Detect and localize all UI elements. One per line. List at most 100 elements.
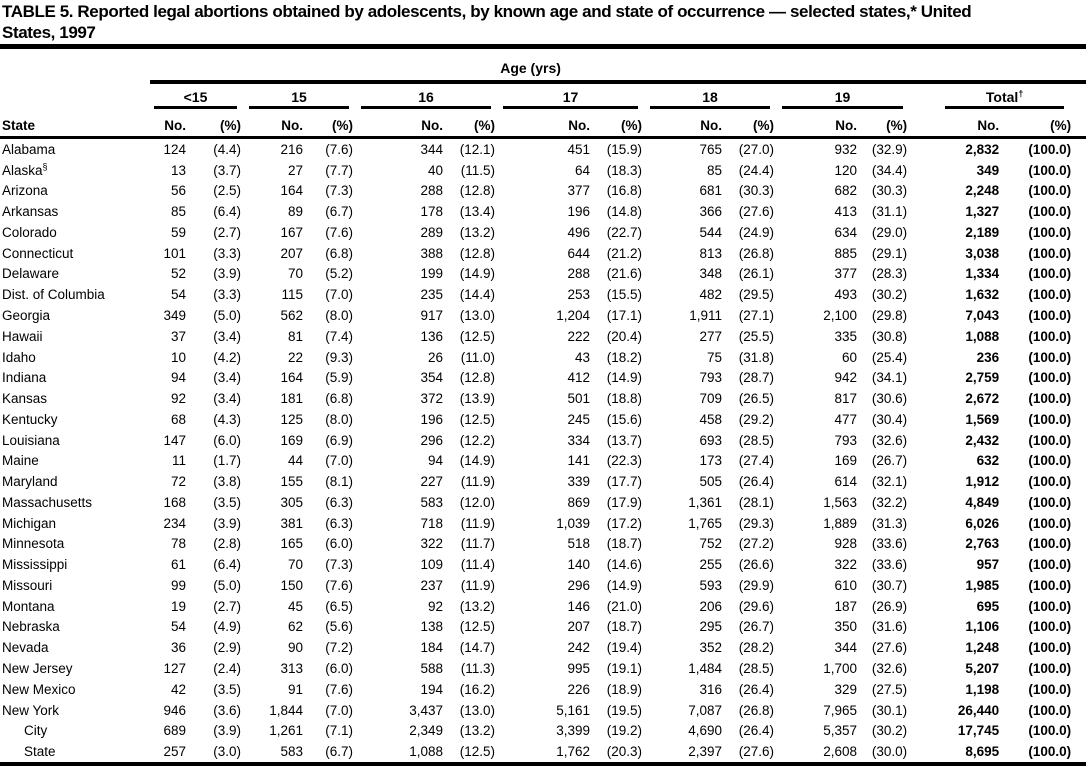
no-cell: 13 <box>170 162 186 178</box>
total-no-cell: 695 <box>976 598 1000 614</box>
no-cell: 52 <box>170 266 186 282</box>
state-cell: City <box>24 723 48 739</box>
pct-cell: (15.5) <box>606 287 642 303</box>
no-cell: 147 <box>163 432 186 448</box>
total-pct-cell: (100.0) <box>1028 266 1072 282</box>
pct-cell: (5.2) <box>325 266 353 282</box>
pct-cell: (29.6) <box>738 598 774 614</box>
pct-cell: (18.9) <box>606 681 642 697</box>
no-cell: 793 <box>834 432 857 448</box>
no-cell: 2,397 <box>688 744 722 760</box>
no-cell: 56 <box>170 183 186 199</box>
total-pct-cell: (100.0) <box>1028 287 1072 303</box>
pct-cell: (13.0) <box>459 308 495 323</box>
pct-cell: (26.6) <box>738 557 774 573</box>
no-cell: 7,965 <box>823 702 857 718</box>
pct-cell: (26.4) <box>738 681 774 697</box>
pct-cell: (6.5) <box>325 598 353 614</box>
pct-cell: (7.1) <box>325 723 353 739</box>
pct-cell: (24.4) <box>738 162 774 178</box>
pct-cell: (25.4) <box>871 349 908 365</box>
pct-cell: (28.7) <box>738 370 774 386</box>
no-cell: 164 <box>280 370 303 386</box>
table-row: Mississippi 61 (6.4) 70 (7.3) 109 (11.4) 140 (14… <box>0 554 1086 575</box>
pct-cell: (25.5) <box>738 328 774 344</box>
no-cell: 501 <box>567 391 590 407</box>
no-cell: 352 <box>699 640 722 656</box>
no-cell: 235 <box>420 287 443 303</box>
pct-cell: (14.9) <box>606 577 642 593</box>
no-cell: 995 <box>567 661 590 677</box>
pct-cell: (8.1) <box>325 474 353 490</box>
age-group-18: 18 <box>646 82 778 109</box>
pct-cell: (4.2) <box>213 349 241 365</box>
no-cell: 11 <box>171 453 186 469</box>
no-cell: 167 <box>280 224 303 240</box>
age-spanner-row: Age (yrs) <box>0 49 1086 84</box>
pct-cell: (6.8) <box>325 391 353 407</box>
no-cell: 562 <box>280 308 303 323</box>
pct-cell: (29.1) <box>871 245 908 261</box>
state-cell: Kansas <box>2 391 48 407</box>
no-cell: 493 <box>834 287 857 303</box>
no-header: No. <box>778 109 861 139</box>
table-row: Alabama 124 (4.4) 216 (7.6) 344 (12.1) 451 (15.9… <box>0 138 1086 160</box>
no-cell: 196 <box>567 204 590 220</box>
no-cell: 115 <box>281 287 303 303</box>
pct-cell: (34.4) <box>871 162 908 178</box>
pct-cell: (2.8) <box>213 536 241 552</box>
no-cell: 101 <box>163 245 186 261</box>
no-cell: 296 <box>420 432 443 448</box>
pct-cell: (21.6) <box>606 266 642 282</box>
state-cell: Maryland <box>2 474 58 490</box>
pct-header: (%) <box>307 109 357 139</box>
pct-cell: (12.8) <box>459 370 495 386</box>
pct-cell: (12.5) <box>459 328 495 344</box>
no-cell: 4,690 <box>688 723 722 739</box>
subheader-row: State No. (%) No. (%) No. (%) No. (%) No… <box>0 109 1086 139</box>
no-cell: 451 <box>567 141 590 157</box>
state-cell: Kentucky <box>2 411 58 427</box>
pct-cell: (6.4) <box>213 204 241 220</box>
no-cell: 196 <box>420 411 443 427</box>
no-cell: 1,204 <box>556 308 590 323</box>
state-cell: Michigan <box>2 515 57 531</box>
pct-cell: (21.2) <box>606 245 642 261</box>
pct-cell: (27.5) <box>871 681 908 697</box>
total-pct-cell: (100.0) <box>1028 536 1072 552</box>
pct-cell: (18.7) <box>606 619 642 635</box>
table-row: New Mexico 42 (3.5) 91 (7.6) 194 (16.2) 226 (18.… <box>0 679 1086 700</box>
table-row: Michigan 234 (3.9) 381 (6.3) 718 (11.9) 1,039 (1… <box>0 513 1086 534</box>
footnote-marker: § <box>42 161 48 172</box>
age-group-16: 16 <box>357 82 499 109</box>
pct-cell: (28.3) <box>871 266 908 282</box>
table-row: Arkansas 85 (6.4) 89 (6.7) 178 (13.4) 196 (14.8)… <box>0 201 1086 222</box>
pct-cell: (5.6) <box>325 619 353 635</box>
pct-cell: (8.0) <box>325 308 353 323</box>
table-row: Missouri 99 (5.0) 150 (7.6) 237 (11.9) 296 (14.9… <box>0 575 1086 596</box>
no-cell: 207 <box>567 619 590 635</box>
table-title: TABLE 5. Reported legal abortions obtain… <box>0 0 1086 42</box>
state-cell: Indiana <box>2 370 47 386</box>
pct-cell: (16.8) <box>606 183 642 199</box>
pct-cell: (29.2) <box>738 411 774 427</box>
table-row: Nebraska 54 (4.9) 62 (5.6) 138 (12.5) 207 (18.7)… <box>0 617 1086 638</box>
no-cell: 136 <box>420 328 443 344</box>
pct-cell: (28.5) <box>738 661 774 677</box>
pct-header: (%) <box>447 109 499 139</box>
total-pct-cell: (100.0) <box>1028 494 1072 510</box>
pct-cell: (13.2) <box>459 598 495 614</box>
no-cell: 125 <box>280 411 303 427</box>
state-cell: Louisiana <box>2 432 60 448</box>
no-cell: 305 <box>280 494 303 510</box>
pct-cell: (12.8) <box>459 183 495 199</box>
pct-cell: (27.6) <box>738 744 774 760</box>
total-no-cell: 2,248 <box>965 183 1000 199</box>
total-no-cell: 2,832 <box>965 141 1000 157</box>
total-pct-cell: (100.0) <box>1028 183 1072 199</box>
title-rule <box>0 44 1086 49</box>
pct-cell: (29.5) <box>738 287 774 303</box>
table-row: Connecticut 101 (3.3) 207 (6.8) 388 (12.8) 644 (… <box>0 243 1086 264</box>
pct-cell: (3.4) <box>213 370 241 386</box>
no-cell: 242 <box>567 640 590 656</box>
